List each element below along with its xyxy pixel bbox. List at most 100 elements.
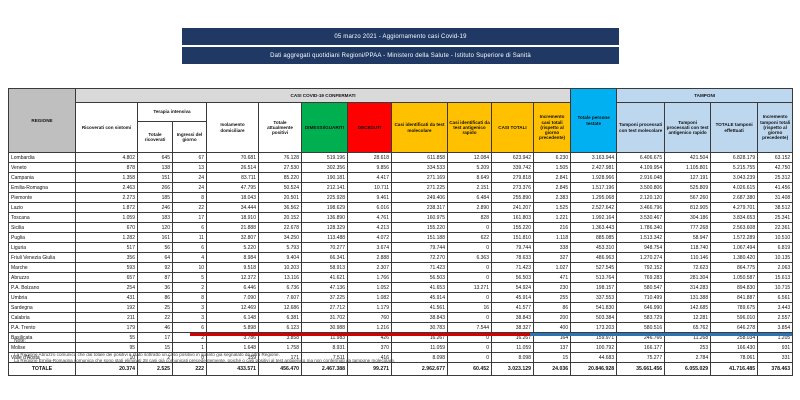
data-cell: 3.163.944: [570, 152, 618, 163]
data-cell: 3.834.653: [710, 212, 759, 223]
data-cell: 60.452: [447, 362, 492, 376]
region-name: Umbria: [8, 292, 76, 303]
data-cell: 6.406.675: [616, 152, 666, 163]
data-cell: 212.141: [301, 182, 348, 193]
data-cell: 38.843: [391, 312, 448, 323]
data-cell: 841.887: [710, 292, 759, 303]
data-cell: 13.271: [447, 282, 492, 293]
group-header-casi-confermati: CASI COVID-19 CONFERMATI: [74, 88, 572, 103]
data-cell: 9.404: [258, 252, 302, 263]
data-cell: 2.962.677: [391, 362, 448, 376]
data-cell: 31.408: [757, 192, 794, 203]
data-cell: 78.061: [710, 352, 759, 363]
data-cell: 5: [172, 272, 207, 283]
table-row: Abruzzo 657 87 5 12.372 13.116 41.621 1.766 56.5…: [8, 272, 794, 283]
col-header-deceduti: DECEDUTI: [347, 102, 392, 153]
data-cell: 517: [75, 242, 138, 253]
data-cell: 100.792: [570, 342, 618, 353]
data-cell: 151: [137, 172, 173, 183]
col-header-ti-ingressi-giorno: Ingressi del giorno: [172, 121, 207, 153]
data-cell: 4.802: [75, 152, 138, 163]
data-cell: 2.427.981: [570, 162, 618, 173]
col-header-casi-totali: CASI TOTALI: [491, 102, 534, 153]
data-cell: 6.148: [206, 312, 259, 323]
data-cell: 113.488: [301, 232, 348, 243]
divider-red-segment: [190, 333, 530, 336]
data-cell: 28.618: [347, 152, 392, 163]
region-name: Piemonte: [8, 192, 76, 203]
data-cell: 670: [75, 222, 138, 233]
data-cell: 3.443: [757, 302, 794, 313]
data-cell: 2.841: [532, 172, 572, 183]
data-cell: 246: [137, 202, 173, 213]
notes-section: Note: La Regione Abruzzo comunica che da…: [14, 338, 395, 363]
data-cell: 17: [172, 212, 207, 223]
data-cell: 127.191: [664, 172, 712, 183]
data-cell: 41.561: [391, 302, 448, 313]
data-cell: 11.059: [391, 342, 448, 353]
data-cell: 4.761: [347, 212, 392, 223]
data-cell: 931: [757, 342, 794, 353]
data-cell: 327: [532, 252, 572, 263]
data-cell: 198.629: [301, 202, 348, 213]
data-cell: 151.188: [391, 232, 448, 243]
table-row: Emilia-Romagna 2.463 266 24 47.795 50.524 212.…: [8, 182, 794, 193]
data-cell: 6.381: [258, 312, 302, 323]
region-name: Calabria: [8, 312, 76, 323]
data-cell: 1.517.196: [570, 182, 618, 193]
data-cell: 7.090: [206, 292, 259, 303]
data-cell: 12.686: [258, 302, 302, 313]
data-cell: 541.830: [570, 302, 618, 313]
data-cell: 22.678: [258, 222, 302, 233]
data-cell: 24: [172, 182, 207, 193]
data-cell: 1.027: [532, 262, 572, 273]
data-cell: 222: [172, 362, 207, 376]
data-cell: 142.685: [664, 302, 712, 313]
table-row: Basilicata 55 17 2 3.786 3.858 11.983 426 16.267…: [8, 332, 794, 343]
data-cell: 20.501: [258, 192, 302, 203]
data-cell: 0: [447, 352, 492, 363]
bulletin-title: 05 marzo 2021 - Aggiornamento casi Covid…: [334, 33, 467, 40]
data-cell: 1.572.289: [710, 232, 759, 243]
region-name: Veneto: [8, 162, 76, 173]
table-row: Sicilia 670 120 6 21.888 22.678 128.329 4.213 15…: [8, 222, 794, 233]
data-cell: 789.675: [710, 302, 759, 313]
data-cell: 2: [172, 282, 207, 293]
data-cell: 27.530: [258, 162, 302, 173]
region-name: Puglia: [8, 232, 76, 243]
data-cell: 34.444: [206, 202, 259, 213]
data-cell: 266: [137, 182, 173, 193]
totale-label: TOTALE: [8, 362, 76, 376]
data-cell: 2.557: [757, 312, 794, 323]
group-header-terapia-intensiva: Terapia intensiva: [137, 102, 207, 122]
col-header-regione: REGIONE: [8, 88, 76, 153]
col-header-ricoverati: Ricoverati con sintomi: [75, 102, 138, 153]
region-name: P.A. Bolzano: [8, 282, 76, 293]
title-bar-date: 05 marzo 2021 - Aggiornamento casi Covid…: [182, 28, 619, 45]
data-cell: 11.059: [491, 342, 534, 353]
data-cell: 32.807: [206, 232, 259, 243]
data-cell: 86: [532, 302, 572, 313]
data-cell: 11: [172, 232, 207, 243]
data-cell: 1.082: [347, 292, 392, 303]
data-cell: 4.109.954: [616, 162, 666, 173]
data-cell: 4.279.701: [710, 202, 759, 213]
col-header-tamponi-antigenico: Tamponi processati con test antigenico r…: [664, 102, 712, 153]
table-row: Lazio 1.872 246 22 34.444 36.562 198.629 6.016 2…: [8, 202, 794, 213]
data-cell: 18.043: [206, 192, 259, 203]
data-cell: 86: [137, 292, 173, 303]
data-cell: 471: [532, 272, 572, 283]
table-row: Lombardia 4.802 645 67 70.681 76.128 519.196 28…: [8, 152, 794, 163]
region-name: Friuli Venezia Giulia: [8, 252, 76, 263]
data-cell: 5.793: [258, 242, 302, 253]
data-cell: 1.363.443: [570, 222, 618, 233]
data-cell: 31.702: [301, 312, 348, 323]
data-cell: 10.711: [347, 182, 392, 193]
region-name: Sardegna: [8, 302, 76, 313]
col-header-casi-molecolare: Casi identificati da test molecolare: [391, 102, 448, 153]
data-cell: 72.623: [664, 262, 712, 273]
data-cell: 0: [447, 222, 492, 233]
data-cell: 71.423: [491, 262, 534, 273]
data-cell: 527.545: [570, 262, 618, 273]
data-cell: 7.607: [258, 292, 302, 303]
